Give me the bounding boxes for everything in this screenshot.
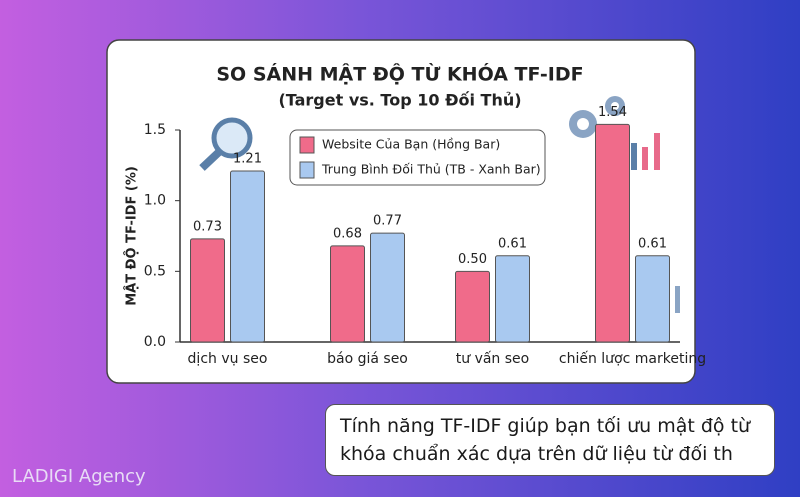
gear-icon bbox=[569, 96, 625, 138]
x-tick-label: tư vấn seo bbox=[456, 351, 529, 367]
legend-swatch bbox=[299, 136, 315, 154]
magnifier-icon bbox=[199, 117, 253, 171]
y-tick-label: 0.0 bbox=[144, 334, 166, 350]
y-tick-label: 0.5 bbox=[144, 263, 166, 279]
bar bbox=[455, 270, 490, 343]
value-label: 0.68 bbox=[333, 226, 362, 241]
y-tick-label: 1.0 bbox=[144, 193, 166, 209]
y-axis-label: MẬT ĐỘ TF-IDF (%) bbox=[124, 166, 140, 306]
value-label: 1.54 bbox=[598, 105, 627, 120]
bar bbox=[595, 123, 630, 343]
value-label: 0.50 bbox=[458, 252, 487, 267]
x-tick-label: chiến lược marketing bbox=[559, 350, 706, 367]
bar bbox=[190, 238, 225, 343]
value-label: 0.77 bbox=[373, 214, 402, 229]
bar bbox=[495, 255, 530, 343]
x-tick-label: báo giá seo bbox=[327, 351, 408, 367]
bar bbox=[635, 255, 670, 343]
callout: Tính năng TF-IDF giúp bạn tối ưu mật độ … bbox=[325, 404, 775, 476]
chart-title: SO SÁNH MẬT ĐỘ TỪ KHÓA TF-IDF bbox=[216, 62, 583, 86]
bar bbox=[230, 170, 265, 343]
value-label: 0.61 bbox=[638, 236, 667, 251]
chart-subtitle: (Target vs. Top 10 Đối Thủ) bbox=[278, 91, 521, 110]
y-tick-label: 1.5 bbox=[144, 122, 166, 138]
value-label: 1.21 bbox=[233, 151, 262, 166]
legend-swatch bbox=[299, 161, 315, 179]
bar bbox=[370, 232, 405, 343]
bar bbox=[330, 245, 365, 343]
callout-line: Tính năng TF-IDF giúp bạn tối ưu mật độ … bbox=[340, 415, 751, 437]
legend-label: Trung Bình Đối Thủ (TB - Xanh Bar) bbox=[321, 162, 541, 177]
callout-line: khóa chuẩn xác dựa trên dữ liệu từ đối t… bbox=[340, 443, 733, 465]
x-tick-label: dịch vụ seo bbox=[188, 351, 268, 367]
value-label: 0.61 bbox=[498, 236, 527, 251]
legend-label: Website Của Bạn (Hồng Bar) bbox=[322, 137, 500, 152]
brand: LADIGI Agency bbox=[12, 466, 146, 487]
legend-box bbox=[289, 129, 546, 186]
legend: Website Của Bạn (Hồng Bar) Trung Bình Đối… bbox=[289, 129, 546, 186]
value-label: 0.73 bbox=[193, 219, 222, 234]
